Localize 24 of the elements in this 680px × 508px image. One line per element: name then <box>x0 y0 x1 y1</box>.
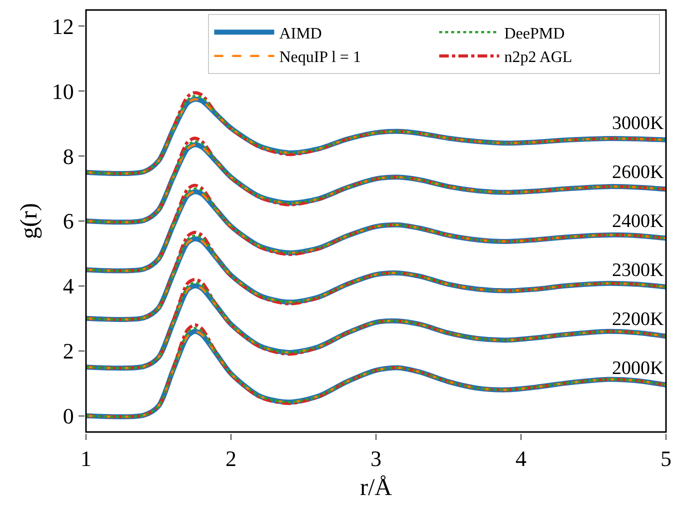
y-tick-label: 8 <box>62 144 74 169</box>
legend-label: AIMD <box>279 25 322 42</box>
y-tick-label: 0 <box>62 403 74 428</box>
annotation: 2200K <box>612 309 664 330</box>
legend-label: NequIP l = 1 <box>279 49 361 66</box>
legend-label: n2p2 AGL <box>504 49 572 66</box>
annotation: 2600K <box>612 162 664 183</box>
y-tick-label: 12 <box>52 14 74 39</box>
x-tick-label: 3 <box>370 446 382 472</box>
y-tick-label: 6 <box>62 208 74 234</box>
x-axis-title: r/Å <box>360 474 393 501</box>
annotation: 2000K <box>612 358 664 379</box>
annotation: 2400K <box>612 211 664 232</box>
legend-label: DeePMD <box>504 25 565 42</box>
annotation: 3000K <box>612 113 664 134</box>
y-tick-label: 10 <box>52 78 74 104</box>
x-tick-label: 4 <box>516 446 526 472</box>
y-axis-title: g(r) <box>16 203 42 239</box>
x-tick-label: 5 <box>660 446 672 472</box>
x-tick-label: 2 <box>226 446 236 472</box>
y-tick-label: 2 <box>62 338 74 364</box>
annotation: 2300K <box>612 260 664 281</box>
y-tick-label: 4 <box>62 274 74 299</box>
x-tick-label: 1 <box>80 446 92 472</box>
